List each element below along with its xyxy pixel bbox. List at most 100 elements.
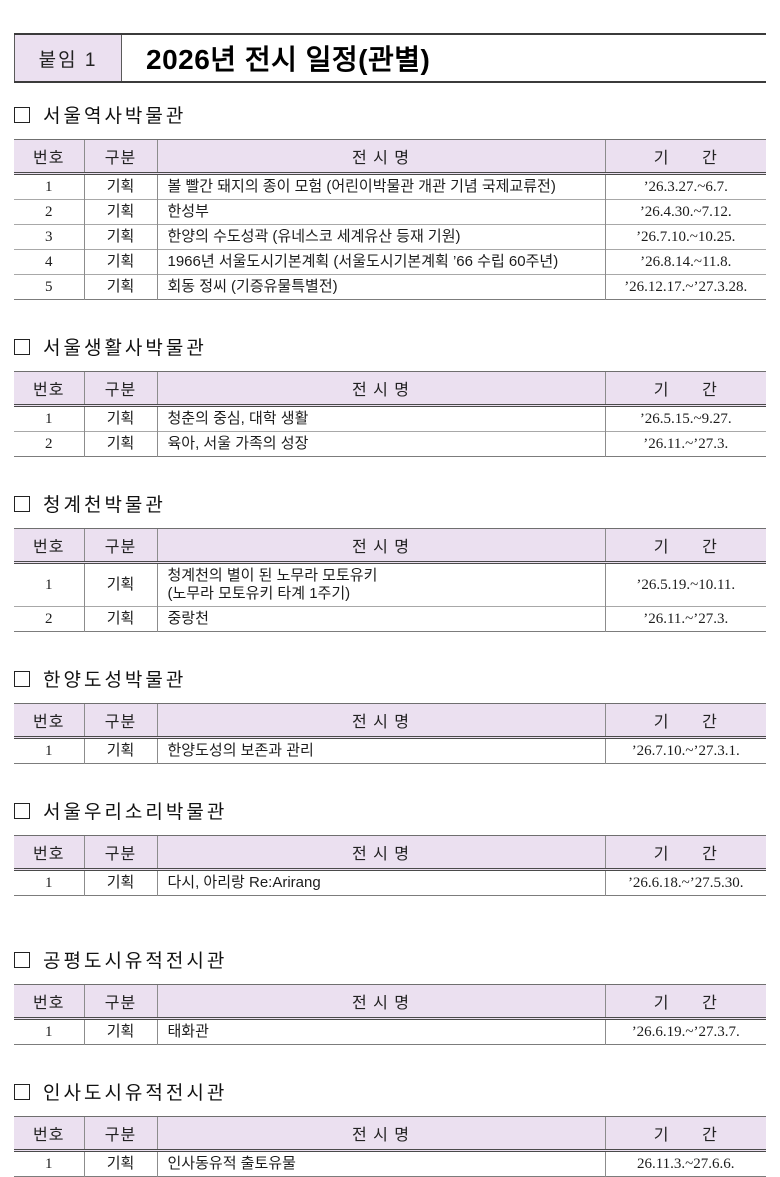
museum-name: 서울우리소리박물관 [43,802,228,823]
square-bullet-icon [14,670,30,687]
col-header-category: 구분 [83,835,157,871]
col-header-no: 번호 [14,703,84,739]
col-header-category: 구분 [83,528,157,564]
cell-no: 1 [45,1024,53,1040]
cell-period: ’26.6.18.~’27.5.30. [604,869,766,896]
col-header-category: 구분 [83,139,157,175]
museum-name: 인사도시유적전시관 [43,1083,228,1104]
col-header-no: 번호 [14,984,84,1020]
museum-section: 서울생활사박물관 번호 구분 전 시 명 기 간 1 기획 청춘의 중심, 대학… [14,333,766,457]
exhibition-table: 번호 구분 전 시 명 기 간 1 기획 한양도성의 보존과 관리 ’26.7.… [14,703,766,764]
cell-category: 기획 [83,199,157,225]
exhibition-table: 번호 구분 전 시 명 기 간 1 기획 태화관 ’26.6.19.~’27.3… [14,984,766,1045]
section-heading: 인사도시유적전시관 [14,1078,766,1105]
col-header-exhibition-name: 전 시 명 [156,528,605,564]
cell-category: 기획 [83,405,157,432]
table-row: 1 기획 인사동유적 출토유물 26.11.3.~27.6.6. [14,1150,766,1177]
cell-exhibition-name: 태화관 [156,1018,605,1045]
section-heading: 서울우리소리박물관 [14,797,766,824]
table-row: 1 기획 한양도성의 보존과 관리 ’26.7.10.~’27.3.1. [14,737,766,764]
museum-name: 서울역사박물관 [43,106,187,127]
col-header-exhibition-name: 전 시 명 [156,139,605,175]
cell-exhibition-name: 청계천의 별이 된 노무라 모토유키 (노무라 모토유키 타계 1주기) [156,562,605,607]
cell-category: 기획 [83,606,157,632]
sections-container: 서울역사박물관 번호 구분 전 시 명 기 간 1 기획 볼 빨간 돼지의 종이… [14,101,766,1177]
table-row: 2 기획 육아, 서울 가족의 성장 ’26.11.~’27.3. [14,431,766,457]
table-header-row: 번호 구분 전 시 명 기 간 [14,528,766,564]
attachment-label: 붙임 1 [38,49,98,71]
col-header-exhibition-name: 전 시 명 [156,1116,605,1152]
cell-no: 1 [45,1156,53,1172]
table-row: 5 기획 회동 정씨 (기증유물특별전) ’26.12.17.~’27.3.28… [14,274,766,300]
museum-name: 한양도성박물관 [43,670,187,691]
museum-name: 공평도시유적전시관 [43,951,228,972]
table-row: 1 기획 볼 빨간 돼지의 종이 모험 (어린이박물관 개관 기념 국제교류전)… [14,173,766,200]
section-heading: 공평도시유적전시관 [14,946,766,973]
col-header-category: 구분 [83,371,157,407]
cell-period: ’26.7.10.~10.25. [604,224,766,250]
cell-exhibition-name: 한성부 [156,199,605,225]
cell-no: 1 [45,179,53,195]
cell-exhibition-name: 한양도성의 보존과 관리 [156,737,605,764]
section-heading: 서울생활사박물관 [14,333,766,360]
square-bullet-icon [14,951,30,968]
col-header-period: 기 간 [604,984,766,1020]
square-bullet-icon [14,1083,30,1100]
museum-name: 청계천박물관 [43,495,166,516]
cell-period: ’26.4.30.~7.12. [604,199,766,225]
exhibition-table: 번호 구분 전 시 명 기 간 1 기획 볼 빨간 돼지의 종이 모험 (어린이… [14,139,766,300]
cell-period: ’26.12.17.~’27.3.28. [604,274,766,300]
table-row: 4 기획 1966년 서울도시기본계획 (서울도시기본계획 ’66 수립 60주… [14,249,766,275]
cell-period: ’26.11.~’27.3. [604,431,766,457]
square-bullet-icon [14,802,30,819]
museum-section: 공평도시유적전시관 번호 구분 전 시 명 기 간 1 기획 태화관 ’26.6… [14,946,766,1045]
cell-category: 기획 [83,737,157,764]
cell-exhibition-name: 한양의 수도성곽 (유네스코 세계유산 등재 기원) [156,224,605,250]
col-header-period: 기 간 [604,371,766,407]
table-header-row: 번호 구분 전 시 명 기 간 [14,1116,766,1152]
table-row: 1 기획 태화관 ’26.6.19.~’27.3.7. [14,1018,766,1045]
square-bullet-icon [14,338,30,355]
cell-category: 기획 [83,1018,157,1045]
cell-period: ’26.5.15.~9.27. [604,405,766,432]
col-header-no: 번호 [14,835,84,871]
table-row: 2 기획 한성부 ’26.4.30.~7.12. [14,199,766,225]
col-header-no: 번호 [14,528,84,564]
col-header-period: 기 간 [604,1116,766,1152]
table-header-row: 번호 구분 전 시 명 기 간 [14,139,766,175]
cell-exhibition-name: 회동 정씨 (기증유물특별전) [156,274,605,300]
section-heading: 서울역사박물관 [14,101,766,128]
col-header-no: 번호 [14,1116,84,1152]
cell-no: 1 [45,875,53,891]
cell-no: 2 [14,199,84,225]
cell-period: ’26.7.10.~’27.3.1. [604,737,766,764]
cell-category: 기획 [83,562,157,607]
col-header-exhibition-name: 전 시 명 [156,703,605,739]
table-row: 1 기획 청계천의 별이 된 노무라 모토유키 (노무라 모토유키 타계 1주기… [14,562,766,607]
col-header-period: 기 간 [604,528,766,564]
col-header-no: 번호 [14,139,84,175]
cell-exhibition-name: 다시, 아리랑 Re:Arirang [156,869,605,896]
col-header-exhibition-name: 전 시 명 [156,984,605,1020]
col-header-period: 기 간 [604,703,766,739]
cell-exhibition-name: 중랑천 [156,606,605,632]
cell-period: ’26.8.14.~11.8. [604,249,766,275]
museum-section: 한양도성박물관 번호 구분 전 시 명 기 간 1 기획 한양도성의 보존과 관… [14,665,766,764]
museum-section: 청계천박물관 번호 구분 전 시 명 기 간 1 기획 청계천의 별이 된 노무… [14,490,766,632]
cell-category: 기획 [83,431,157,457]
col-header-exhibition-name: 전 시 명 [156,835,605,871]
cell-no: 5 [14,274,84,300]
cell-category: 기획 [83,224,157,250]
table-header-row: 번호 구분 전 시 명 기 간 [14,984,766,1020]
square-bullet-icon [14,106,30,123]
col-header-category: 구분 [83,703,157,739]
cell-no: 4 [14,249,84,275]
page-title: 2026년 전시 일정(관별) [146,44,431,75]
section-heading: 청계천박물관 [14,490,766,517]
col-header-period: 기 간 [604,139,766,175]
square-bullet-icon [14,495,30,512]
cell-category: 기획 [83,869,157,896]
title-band: 붙임 1 2026년 전시 일정(관별) [14,33,766,83]
col-header-category: 구분 [83,984,157,1020]
museum-section: 서울우리소리박물관 번호 구분 전 시 명 기 간 1 기획 다시, 아리랑 R… [14,797,766,896]
